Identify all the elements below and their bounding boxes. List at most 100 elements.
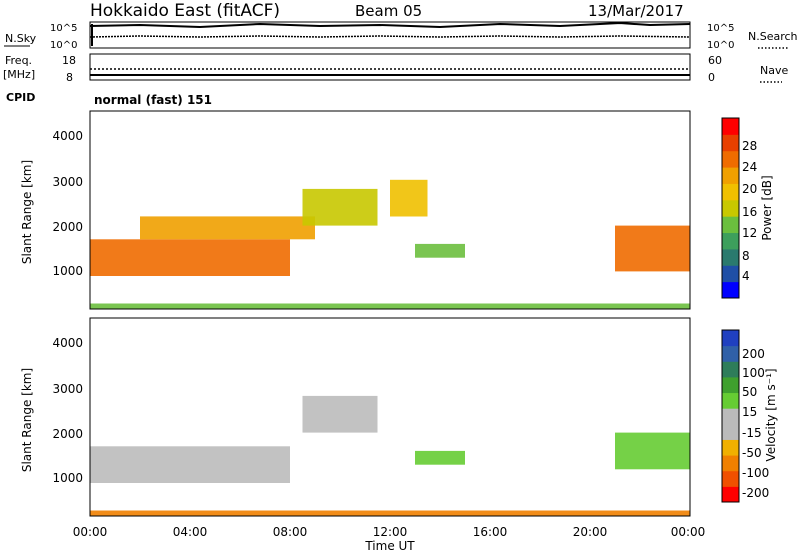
power-panel-frame	[89, 110, 691, 310]
power-region-1	[140, 216, 315, 240]
noise-panel-frame	[89, 21, 691, 49]
velocity-colorbar-label: Velocity [m s⁻¹]	[764, 368, 778, 461]
velocity-region-1	[302, 395, 378, 433]
power-cbar-tick-28: 28	[742, 139, 757, 153]
velocity-y-axis-label: Slant Range [km]	[20, 368, 34, 472]
velocity-region-4	[90, 510, 690, 516]
power-panel: 1000 2000 3000 4000 Slant Range [km]	[20, 110, 691, 310]
power-cbar-tick-16: 16	[742, 205, 757, 219]
nsky-label: N.Sky	[5, 32, 37, 45]
power-ytick-2000: 2000	[52, 220, 83, 234]
freq-panel	[89, 53, 691, 81]
velocity-y-ticks: 1000 2000 3000 4000	[52, 336, 83, 485]
freq-panel-frame	[89, 53, 691, 81]
velocity-colorbar-bin-10	[722, 330, 739, 347]
xtick-1600: 16:00	[473, 525, 508, 539]
velocity-region-3	[615, 432, 690, 470]
power-colorbar-bin-8	[722, 150, 739, 168]
velocity-panel-frame	[89, 317, 691, 517]
date-label: 13/Mar/2017	[588, 2, 684, 20]
power-ytick-4000: 4000	[52, 129, 83, 143]
power-colorbar-bins	[722, 118, 739, 299]
nsky-tick-bottom: 10^0	[50, 40, 77, 51]
beam-label: Beam 05	[355, 2, 422, 20]
power-data-layer	[90, 179, 690, 309]
xtick-0400: 04:00	[173, 525, 208, 539]
nsearch-label: N.Search	[748, 30, 798, 43]
velocity-colorbar-bin-0	[722, 486, 739, 503]
power-colorbar-bin-3	[722, 232, 739, 250]
nsearch-tick-top: 10^5	[707, 23, 734, 34]
power-cbar-tick-4: 4	[742, 269, 750, 283]
power-colorbar-bin-2	[722, 248, 739, 266]
xtick-0000: 00:00	[73, 525, 108, 539]
power-cbar-tick-12: 12	[742, 226, 757, 240]
velocity-region-2	[415, 450, 465, 465]
velocity-cbar-tick-minus200: -200	[742, 486, 769, 500]
noise-sky-trace	[89, 21, 691, 29]
velocity-colorbar-bin-3	[722, 439, 739, 456]
nave-label: Nave	[760, 64, 788, 77]
power-colorbar-bin-5	[722, 199, 739, 217]
xtick-2000: 20:00	[573, 525, 608, 539]
velocity-region-0	[90, 446, 290, 483]
power-colorbar-bin-7	[722, 167, 739, 184]
velocity-ytick-2000: 2000	[52, 427, 83, 441]
velocity-ytick-3000: 3000	[52, 382, 83, 396]
power-cbar-tick-24: 24	[742, 160, 757, 174]
velocity-colorbar-bins	[722, 330, 739, 503]
velocity-colorbar-bin-7	[722, 376, 739, 394]
power-colorbar-bin-0	[722, 281, 739, 299]
power-colorbar-bin-6	[722, 183, 739, 201]
nsearch-tick-bottom: 10^0	[707, 40, 734, 51]
velocity-colorbar: 200 100 50 15 -15 -50 -100 -200 Velocity…	[721, 329, 778, 503]
velocity-cbar-tick-minus50: -50	[742, 446, 762, 460]
power-y-ticks: 1000 2000 3000 4000	[52, 129, 83, 278]
velocity-colorbar-bin-8	[722, 361, 739, 378]
power-region-0	[90, 239, 290, 276]
noise-search-trace	[89, 35, 691, 38]
velocity-colorbar-bin-4	[722, 423, 739, 440]
power-colorbar-bin-9	[722, 134, 739, 152]
power-colorbar-label: Power [dB]	[760, 175, 774, 240]
power-ytick-3000: 3000	[52, 175, 83, 189]
power-cbar-tick-20: 20	[742, 182, 757, 196]
power-ytick-1000: 1000	[52, 264, 83, 278]
freq-label: Freq.	[5, 54, 32, 67]
power-colorbar-bin-1	[722, 265, 739, 283]
x-axis-label: Time UT	[364, 539, 415, 553]
power-region-2	[302, 188, 378, 226]
cpid-label: CPID	[6, 91, 35, 104]
velocity-colorbar-bin-5	[722, 408, 739, 425]
velocity-ytick-1000: 1000	[52, 471, 83, 485]
power-colorbar: 4 8 12 16 20 24 28 Power [dB]	[721, 117, 774, 299]
velocity-colorbar-bin-2	[722, 455, 739, 472]
power-region-3	[390, 179, 428, 217]
velocity-cbar-tick-minus15: -15	[742, 426, 762, 440]
power-region-4	[415, 243, 465, 258]
velocity-cbar-tick-100: 100	[742, 366, 765, 380]
power-region-6	[90, 303, 690, 309]
velocity-panel: 1000 2000 3000 4000 Slant Range [km]	[20, 317, 691, 517]
velocity-colorbar-frame	[721, 329, 740, 503]
power-colorbar-bin-10	[722, 118, 739, 135]
power-y-axis-label: Slant Range [km]	[20, 160, 34, 264]
velocity-colorbar-bin-6	[722, 392, 739, 409]
nave-tick-bottom: 0	[708, 71, 715, 84]
velocity-cbar-tick-minus100: -100	[742, 466, 769, 480]
nsky-tick-top: 10^5	[50, 23, 77, 34]
velocity-data-layer	[90, 395, 690, 516]
xtick-2400: 00:00	[671, 525, 706, 539]
freq-tick-top: 18	[62, 54, 76, 67]
freq-tick-bottom: 8	[66, 71, 73, 84]
xtick-0800: 08:00	[273, 525, 308, 539]
velocity-colorbar-bin-9	[722, 345, 739, 362]
noise-panel	[89, 21, 691, 49]
velocity-panel-bg	[90, 318, 690, 516]
station-title: Hokkaido East (fitACF)	[90, 1, 280, 21]
velocity-colorbar-bin-1	[722, 470, 739, 487]
power-colorbar-frame	[721, 117, 740, 299]
xtick-1200: 12:00	[373, 525, 408, 539]
velocity-cbar-tick-50: 50	[742, 385, 757, 399]
